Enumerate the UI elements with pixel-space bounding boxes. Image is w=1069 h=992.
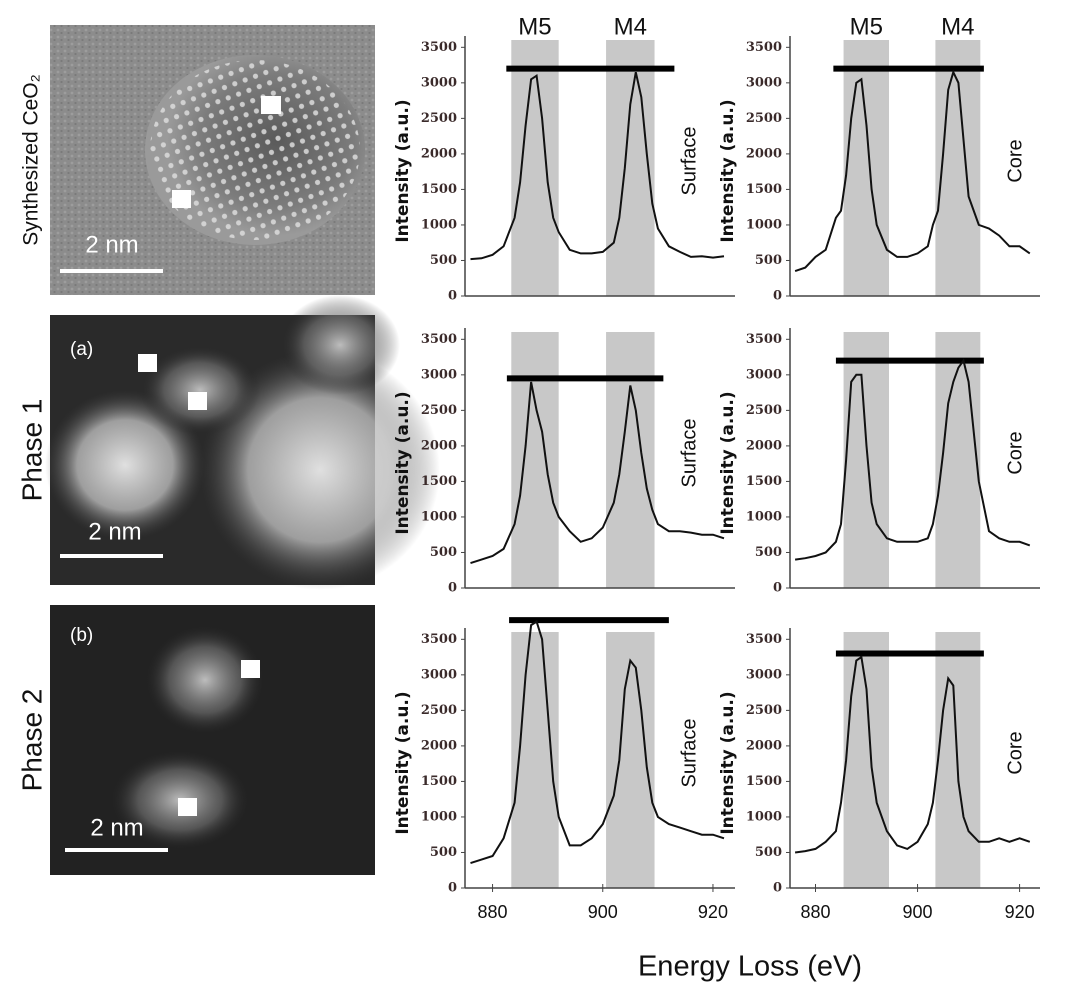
y-tick-label: 500 [755, 845, 782, 860]
spectrum-line [794, 69, 1031, 273]
edge-band [511, 332, 559, 588]
y-axis-label: Intensity (a.u.) [393, 691, 413, 834]
y-tick-label: 3000 [746, 367, 782, 382]
edge-band [843, 332, 889, 588]
y-tick-label: 0 [448, 289, 457, 304]
edge-band [606, 332, 655, 588]
edge-band [843, 40, 889, 296]
spectrum-line [794, 655, 1031, 854]
y-tick-label: 3000 [421, 367, 457, 382]
band-label: M5 [518, 13, 551, 40]
y-tick-label: 2500 [746, 403, 782, 418]
panel-tag: (b) [70, 625, 93, 646]
y-tick-label: 0 [448, 581, 457, 596]
micrograph-label: Phase 2 [16, 689, 47, 792]
region-label: Surface [678, 719, 700, 788]
y-tick-label: 2000 [421, 438, 457, 453]
y-tick-label: 1500 [421, 182, 457, 197]
edge-band [606, 632, 655, 888]
y-tick-label: 1000 [421, 809, 457, 824]
y-tick-label: 1500 [421, 774, 457, 789]
region-label: Surface [678, 127, 700, 196]
y-tick-label: 3000 [421, 667, 457, 682]
y-tick-label: 2500 [746, 111, 782, 126]
spectrum-line [470, 381, 725, 565]
y-tick-label: 2500 [421, 703, 457, 718]
band-label: M4 [614, 13, 647, 40]
band-label: M4 [941, 13, 974, 40]
scale-bar-label: 2 nm [88, 518, 141, 545]
y-tick-label: 3500 [746, 40, 782, 55]
y-axis-label: Intensity (a.u.) [718, 691, 738, 834]
x-tick-label: 900 [903, 902, 933, 922]
y-tick-label: 2000 [421, 738, 457, 753]
spectrum-line [470, 620, 725, 865]
y-axis-label: Intensity (a.u.) [393, 99, 413, 242]
y-axis-label: Intensity (a.u.) [393, 391, 413, 534]
y-tick-label: 1000 [421, 509, 457, 524]
x-axis-label: Energy Loss (eV) [638, 951, 862, 983]
y-tick-label: 2500 [421, 111, 457, 126]
y-axis-label: Intensity (a.u.) [718, 99, 738, 242]
y-tick-label: 3500 [421, 40, 457, 55]
y-tick-label: 500 [430, 845, 457, 860]
y-tick-label: 2000 [746, 738, 782, 753]
y-tick-label: 3500 [746, 632, 782, 647]
y-tick-label: 1000 [746, 509, 782, 524]
y-tick-label: 2500 [421, 403, 457, 418]
x-tick-label: 880 [478, 902, 508, 922]
spectrum-line [794, 358, 1031, 561]
scale-bar-label: 2 nm [85, 231, 138, 258]
region-label: Core [1004, 431, 1026, 474]
y-tick-label: 500 [430, 253, 457, 268]
y-tick-label: 3500 [421, 632, 457, 647]
micrograph: 2 nm Synthesized CeO₂ [20, 25, 375, 295]
y-tick-label: 1500 [746, 474, 782, 489]
x-tick-label: 880 [800, 902, 830, 922]
y-tick-label: 1000 [421, 217, 457, 232]
y-tick-label: 2500 [746, 703, 782, 718]
region-label: Core [1004, 139, 1026, 182]
panel-tag: (a) [70, 339, 93, 360]
y-tick-label: 0 [773, 289, 782, 304]
x-tick-label: 920 [698, 902, 728, 922]
y-tick-label: 2000 [746, 438, 782, 453]
micrograph: (a) 2 nm Phase 1 [16, 295, 440, 590]
region-label: Core [1004, 731, 1026, 774]
y-tick-label: 0 [448, 881, 457, 896]
edge-band [843, 632, 889, 888]
band-label: M5 [850, 13, 883, 40]
y-tick-label: 3000 [746, 667, 782, 682]
micrograph-label: Phase 1 [16, 399, 47, 502]
y-tick-label: 0 [773, 581, 782, 596]
y-axis-label: Intensity (a.u.) [718, 391, 738, 534]
y-tick-label: 1500 [746, 774, 782, 789]
micrograph: (b) 2 nm Phase 2 [16, 605, 375, 875]
y-tick-label: 500 [755, 545, 782, 560]
y-tick-label: 1500 [421, 474, 457, 489]
y-tick-label: 0 [773, 881, 782, 896]
edge-band [606, 40, 655, 296]
y-tick-label: 3000 [421, 75, 457, 90]
y-tick-label: 1500 [746, 182, 782, 197]
y-tick-label: 1000 [746, 217, 782, 232]
y-tick-label: 500 [755, 253, 782, 268]
x-tick-label: 900 [588, 902, 618, 922]
spectrum-line [470, 71, 725, 261]
y-tick-label: 500 [430, 545, 457, 560]
y-tick-label: 3500 [746, 332, 782, 347]
y-tick-label: 3500 [421, 332, 457, 347]
x-tick-label: 920 [1005, 902, 1035, 922]
scale-bar-label: 2 nm [90, 814, 143, 841]
edge-band [511, 40, 559, 296]
y-tick-label: 2000 [421, 146, 457, 161]
micrograph-label: Synthesized CeO₂ [20, 74, 43, 246]
region-label: Surface [678, 419, 700, 488]
y-tick-label: 2000 [746, 146, 782, 161]
y-tick-label: 3000 [746, 75, 782, 90]
y-tick-label: 1000 [746, 809, 782, 824]
